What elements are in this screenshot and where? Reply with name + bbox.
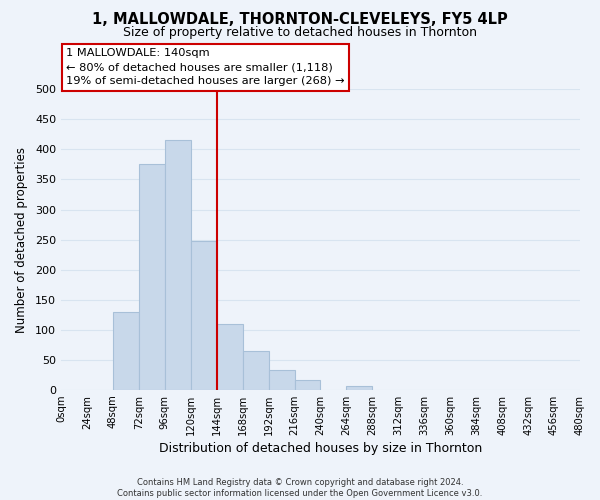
Text: 1 MALLOWDALE: 140sqm
← 80% of detached houses are smaller (1,118)
19% of semi-de: 1 MALLOWDALE: 140sqm ← 80% of detached h…	[66, 48, 344, 86]
Text: Size of property relative to detached houses in Thornton: Size of property relative to detached ho…	[123, 26, 477, 39]
Bar	[139, 164, 165, 390]
Bar	[242, 351, 269, 390]
Text: Contains HM Land Registry data © Crown copyright and database right 2024.
Contai: Contains HM Land Registry data © Crown c…	[118, 478, 482, 498]
Title: 1, MALLOWDALE, THORNTON-CLEVELEYS, FY5 4LP
Size of property relative to detached: 1, MALLOWDALE, THORNTON-CLEVELEYS, FY5 4…	[0, 499, 1, 500]
Bar	[113, 312, 139, 390]
Bar	[346, 386, 373, 390]
Y-axis label: Number of detached properties: Number of detached properties	[15, 146, 28, 332]
Bar	[217, 324, 242, 390]
Bar	[191, 242, 217, 390]
Text: 1, MALLOWDALE, THORNTON-CLEVELEYS, FY5 4LP: 1, MALLOWDALE, THORNTON-CLEVELEYS, FY5 4…	[92, 12, 508, 28]
X-axis label: Distribution of detached houses by size in Thornton: Distribution of detached houses by size …	[159, 442, 482, 455]
Bar	[165, 140, 191, 390]
Bar	[269, 370, 295, 390]
Bar	[295, 380, 320, 390]
